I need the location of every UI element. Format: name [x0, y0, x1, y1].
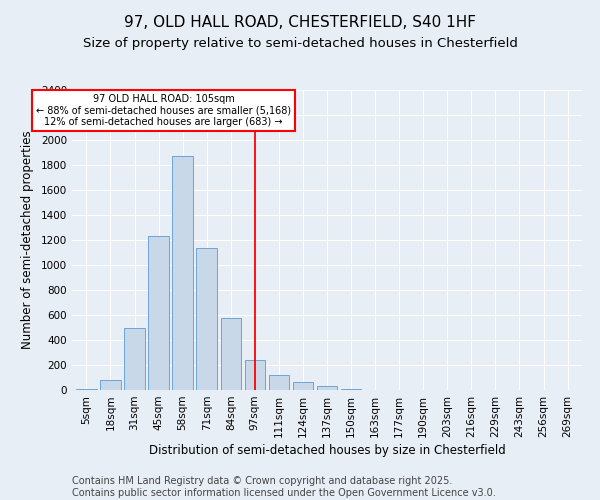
- Bar: [196, 248, 217, 390]
- Text: Contains HM Land Registry data © Crown copyright and database right 2025.
Contai: Contains HM Land Registry data © Crown c…: [72, 476, 496, 498]
- Text: 97, OLD HALL ROAD, CHESTERFIELD, S40 1HF: 97, OLD HALL ROAD, CHESTERFIELD, S40 1HF: [124, 15, 476, 30]
- Text: Size of property relative to semi-detached houses in Chesterfield: Size of property relative to semi-detach…: [83, 38, 517, 51]
- Bar: [148, 236, 169, 390]
- Bar: [124, 328, 145, 390]
- Y-axis label: Number of semi-detached properties: Number of semi-detached properties: [21, 130, 34, 350]
- Bar: [172, 156, 193, 390]
- Bar: [245, 360, 265, 390]
- X-axis label: Distribution of semi-detached houses by size in Chesterfield: Distribution of semi-detached houses by …: [149, 444, 505, 457]
- Text: 97 OLD HALL ROAD: 105sqm
← 88% of semi-detached houses are smaller (5,168)
12% o: 97 OLD HALL ROAD: 105sqm ← 88% of semi-d…: [36, 94, 291, 127]
- Bar: [317, 386, 337, 390]
- Bar: [269, 375, 289, 390]
- Bar: [293, 382, 313, 390]
- Bar: [341, 389, 361, 390]
- Bar: [221, 318, 241, 390]
- Bar: [100, 380, 121, 390]
